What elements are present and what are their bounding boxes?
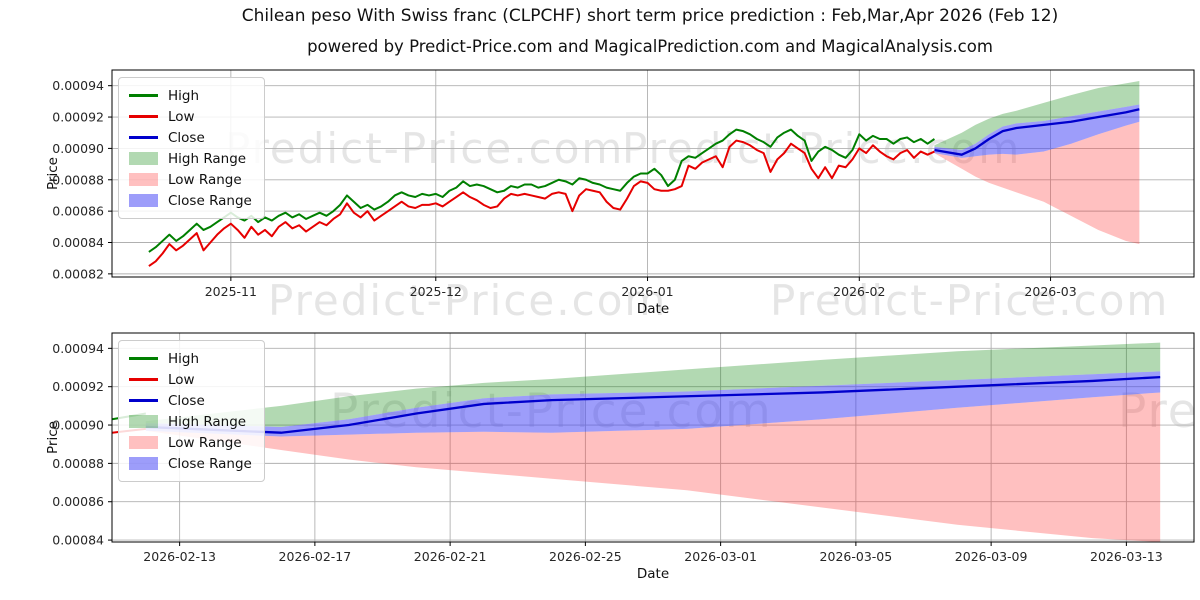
high-line (148, 128, 935, 253)
x-axis-label: Date (637, 566, 669, 582)
prediction-chart: 0.00084 0.00086 0.00088 0.00090 0.00092 0.000… (45, 332, 1195, 582)
y-tick-label: 0.00088 (52, 456, 104, 471)
x-tick-label: 2026-03-09 (955, 549, 1028, 564)
y-axis-label: Price (45, 421, 61, 454)
y-tick-label: 0.00086 (52, 494, 104, 509)
figure-subtitle: powered by Predict-Price.com and Magical… (307, 37, 993, 56)
low-line (148, 139, 935, 267)
legend-label: High (168, 87, 200, 104)
y-tick-label: 0.00082 (52, 266, 104, 281)
y-tick-label: 0.00086 (52, 204, 104, 219)
close-line (145, 375, 1161, 434)
x-tick-label: 2026-03-01 (684, 549, 757, 564)
legend-label: Close (168, 129, 205, 146)
legend-item-close: Close (129, 390, 252, 411)
line-swatch (129, 378, 158, 381)
band-swatch (129, 457, 158, 470)
prediction-chart-legend: High Low Close High Range Low Range Close Ran… (118, 340, 265, 482)
x-tick-label: 2025-11 (205, 284, 257, 299)
x-tick-label: 2026-02-21 (414, 549, 487, 564)
history-chart: 0.00082 0.00084 0.00086 0.00088 0.00090 0.000… (45, 69, 1195, 317)
band-swatch (129, 415, 158, 428)
x-tick-label: 2026-02-17 (279, 549, 352, 564)
low-range-area (145, 392, 1161, 542)
legend-item-close: Close (129, 127, 252, 148)
high-range-area (145, 342, 1161, 427)
gridlines (112, 333, 1194, 542)
legend-label: High (168, 350, 200, 367)
legend-label: Close (168, 392, 205, 409)
plot-area (112, 342, 1161, 542)
legend-label: Close Range (168, 192, 252, 209)
legend-item-high: High (129, 85, 252, 106)
legend-item-low: Low (129, 106, 252, 127)
x-tick-label: 2026-03-05 (820, 549, 893, 564)
legend-item-low-range: Low Range (129, 432, 252, 453)
band-swatch (129, 436, 158, 449)
line-swatch (129, 115, 158, 118)
close-line (934, 108, 1140, 156)
y-tick-label: 0.00090 (52, 418, 104, 433)
legend-label: Low (168, 108, 195, 125)
y-tick-label: 0.00088 (52, 172, 104, 187)
legend-item-high-range: High Range (129, 411, 252, 432)
y-tick-label: 0.00094 (52, 78, 104, 93)
close-range-area (145, 371, 1161, 437)
y-tick-label: 0.00084 (52, 533, 104, 548)
high-range-area (934, 80, 1140, 150)
x-tick-label: 2025-12 (410, 284, 462, 299)
legend-item-high-range: High Range (129, 148, 252, 169)
legend-item-close-range: Close Range (129, 190, 252, 211)
y-axis-label: Price (45, 157, 61, 190)
tick-labels: 0.00082 0.00084 0.00086 0.00088 0.00090 0.000… (52, 78, 1076, 299)
legend-item-low: Low (129, 369, 252, 390)
low-range-area (934, 121, 1140, 245)
x-tick-label: 2026-01 (621, 284, 673, 299)
history-chart-legend: High Low Close High Range Low Range Close Ran… (118, 77, 265, 219)
y-tick-label: 0.00090 (52, 141, 104, 156)
x-axis-label: Date (637, 301, 669, 317)
x-tick-label: 2026-03 (1024, 284, 1076, 299)
legend-label: High Range (168, 413, 247, 430)
legend-item-low-range: Low Range (129, 169, 252, 190)
x-tick-label: 2026-02-25 (549, 549, 622, 564)
y-tick-label: 0.00094 (52, 341, 104, 356)
y-tick-label: 0.00092 (52, 379, 104, 394)
band-swatch (129, 173, 158, 186)
y-tick-label: 0.00092 (52, 110, 104, 125)
plot-area (148, 80, 1140, 267)
legend-label: Low (168, 371, 195, 388)
x-tick-label: 2026-03-13 (1090, 549, 1163, 564)
y-tick-label: 0.00084 (52, 235, 104, 250)
x-tick-label: 2026-02-13 (143, 549, 216, 564)
legend-label: High Range (168, 150, 247, 167)
axes-frame (111, 69, 1195, 278)
line-swatch (129, 399, 158, 402)
legend-item-high: High (129, 348, 252, 369)
legend-label: Close Range (168, 455, 252, 472)
band-swatch (129, 152, 158, 165)
legend-item-close-range: Close Range (129, 453, 252, 474)
figure-title: Chilean peso With Swiss franc (CLPCHF) s… (241, 6, 1059, 26)
line-swatch (129, 357, 158, 360)
band-swatch (129, 194, 158, 207)
line-swatch (129, 136, 158, 139)
tick-labels: 0.00084 0.00086 0.00088 0.00090 0.00092 0.000… (52, 341, 1162, 564)
legend-label: Low Range (168, 171, 242, 188)
axes-frame (111, 332, 1195, 543)
x-tick-label: 2026-02 (833, 284, 885, 299)
legend-label: Low Range (168, 434, 242, 451)
line-swatch (129, 94, 158, 97)
